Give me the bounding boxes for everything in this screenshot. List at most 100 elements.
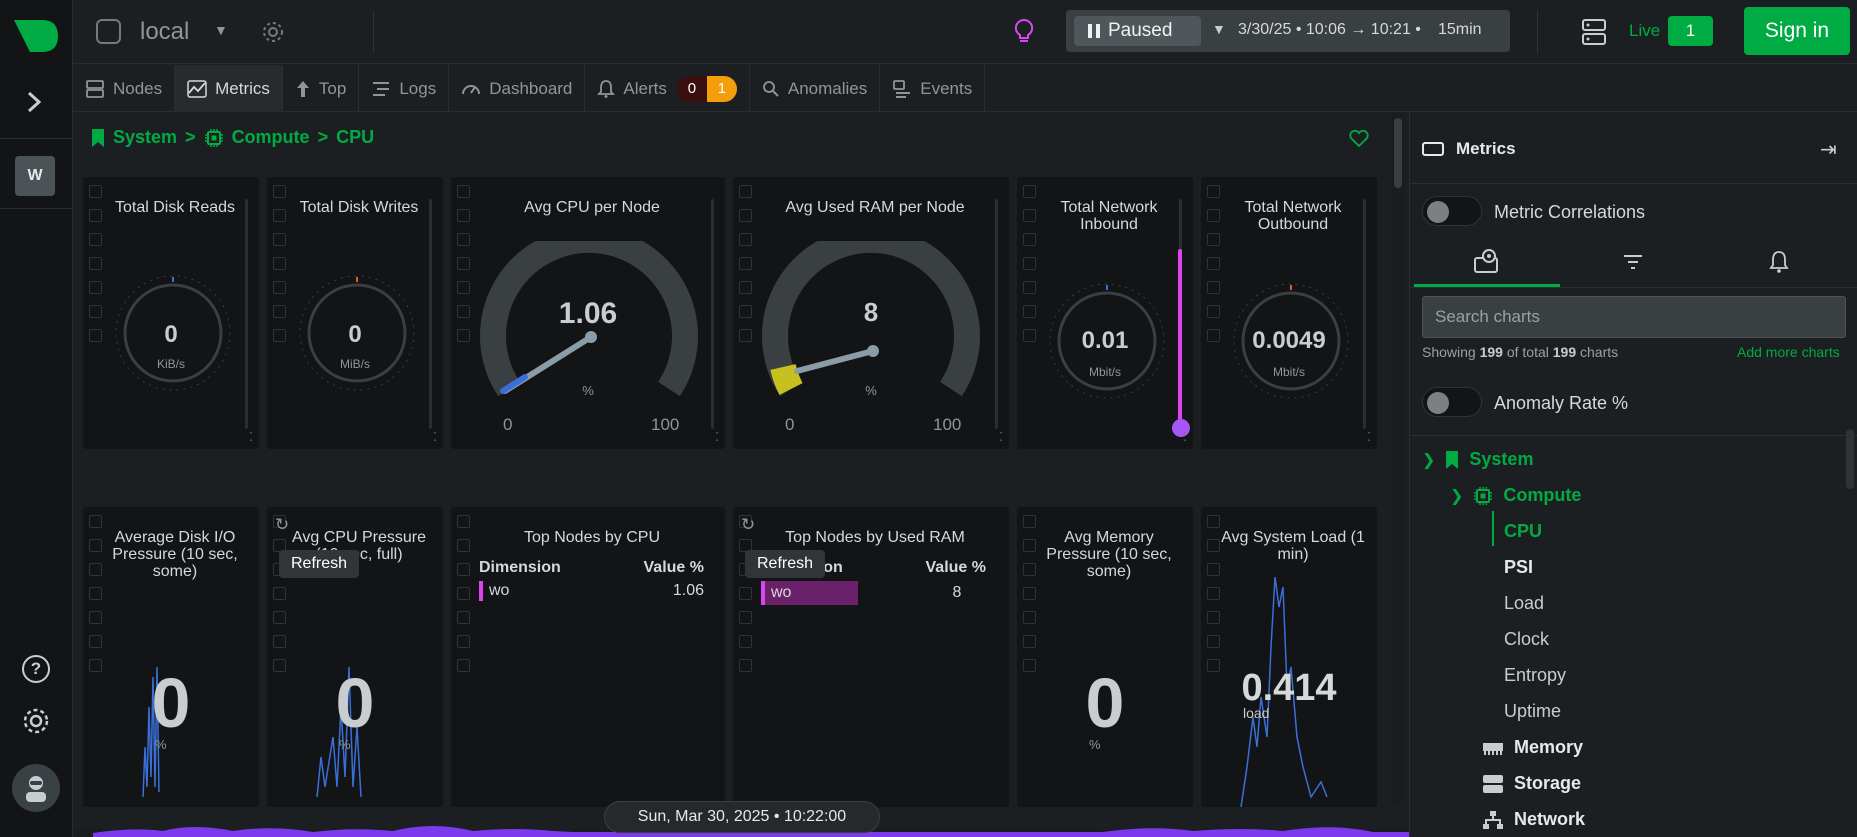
tree-item-uptime[interactable]: Uptime	[1504, 701, 1562, 721]
settings-gear-icon[interactable]	[22, 707, 50, 740]
resize-handle-icon[interactable]: ⁚	[1367, 430, 1371, 444]
chart-unit: Mbit/s	[1272, 365, 1305, 379]
tab-logs[interactable]: Logs	[359, 65, 450, 112]
sign-in-button[interactable]: Sign in	[1744, 7, 1850, 55]
tab-dashboard[interactable]: Dashboard	[449, 65, 586, 112]
chart-card[interactable]: Avg Used RAM per Node 8 % 0 100 ⁚	[733, 177, 1009, 449]
tab-metrics[interactable]: Metrics	[175, 65, 283, 112]
warning-alerts-count: 1	[706, 75, 737, 102]
chart-bar-track	[1363, 199, 1366, 429]
tree-item-load[interactable]: Load	[1504, 593, 1545, 613]
chip-icon	[1474, 486, 1493, 505]
live-count-badge[interactable]: 1	[1668, 16, 1713, 46]
resize-handle-icon[interactable]: ⁚	[999, 430, 1003, 444]
column-header-value: Value %	[643, 559, 704, 576]
heart-icon[interactable]	[1349, 129, 1369, 153]
chart-card[interactable]: Average Disk I/O Pressure (10 sec, some)…	[83, 507, 259, 807]
tree-label: Compute	[1503, 485, 1582, 505]
chevron-down-icon[interactable]: ▼	[1212, 21, 1226, 37]
tree-item-psi[interactable]: PSI	[1504, 557, 1534, 577]
add-more-charts-link[interactable]: Add more charts	[1737, 344, 1840, 360]
chart-unit: %	[865, 383, 877, 398]
time-duration[interactable]: 15min	[1438, 21, 1482, 38]
tab-alerts-panel[interactable]	[1706, 237, 1852, 287]
node-value: 1.06	[672, 582, 704, 599]
lightbulb-icon[interactable]	[1013, 18, 1035, 49]
chart-title: Top Nodes by CPU	[523, 529, 661, 546]
gauge-min: 0	[785, 415, 795, 434]
dashboard-icon	[462, 84, 481, 94]
tree-item-memory[interactable]: Memory	[1482, 737, 1583, 758]
metric-correlations-toggle[interactable]	[1422, 196, 1482, 226]
chart-card[interactable]: Total Disk Reads 0 KiB/s ⁚	[83, 177, 259, 449]
table-row[interactable]: wo 1.06	[479, 579, 704, 603]
room-settings-gear-icon[interactable]	[261, 20, 285, 49]
tree-item-entropy[interactable]: Entropy	[1504, 665, 1567, 685]
tree-item-cpu[interactable]: CPU	[1504, 521, 1543, 541]
panel-scrollbar-thumb[interactable]	[1846, 429, 1854, 489]
pause-icon	[1088, 24, 1100, 38]
breadcrumb-compute[interactable]: Compute	[231, 127, 310, 147]
server-nodes-icon[interactable]	[1581, 18, 1607, 51]
chart-title: Total Disk Writes	[299, 199, 419, 216]
space-badge[interactable]: W	[15, 156, 55, 196]
logs-icon	[373, 81, 390, 96]
chart-card[interactable]: Avg System Load (1 min) 0.414 load	[1201, 507, 1377, 807]
chevron-down-icon[interactable]: ▼	[214, 22, 228, 38]
chevron-right-icon: ❯	[1450, 487, 1464, 505]
collapse-panel-icon[interactable]: ⇥	[1820, 139, 1837, 161]
divider	[373, 10, 374, 54]
refresh-icon[interactable]: ↻	[741, 515, 756, 534]
room-name[interactable]: local	[140, 18, 190, 45]
alerts-count-badge[interactable]: 0 1	[676, 75, 737, 102]
dial-gauge	[1049, 283, 1165, 399]
resize-handle-icon[interactable]: ⁚	[1183, 430, 1187, 444]
chart-card[interactable]: Total Disk Writes 0 MiB/s ⁚	[267, 177, 443, 449]
chart-card[interactable]: Top Nodes by CPU Dimension Value % wo 1.0…	[451, 507, 725, 807]
breadcrumb-system[interactable]: System	[113, 127, 178, 147]
chart-card[interactable]: Total Network Outbound 0.0049 Mbit/s ⁚	[1201, 177, 1377, 449]
anomaly-icon[interactable]	[1172, 419, 1190, 437]
resize-handle-icon[interactable]: ⁚	[433, 430, 437, 444]
user-avatar-icon[interactable]	[12, 764, 60, 812]
tab-anomalies[interactable]: Anomalies	[750, 65, 881, 112]
main-scrollbar[interactable]	[1391, 113, 1405, 803]
main-scrollbar-thumb[interactable]	[1394, 118, 1402, 188]
expand-sidebar-icon[interactable]	[24, 90, 44, 121]
chart-toolbox	[739, 185, 753, 353]
time-range[interactable]: 3/30/25 • 10:06 → 10:21 •	[1238, 21, 1421, 38]
node-value: 8	[952, 584, 962, 601]
tab-nodes[interactable]: Nodes	[73, 65, 176, 112]
help-icon[interactable]: ?	[22, 655, 50, 683]
anomaly-rate-toggle[interactable]	[1422, 387, 1482, 417]
tree-item-compute[interactable]: ❯ Compute	[1450, 485, 1581, 506]
tab-charts[interactable]	[1414, 237, 1560, 287]
tab-label: Dashboard	[489, 78, 573, 98]
table-row[interactable]: wo 8	[761, 579, 986, 607]
timeline-sparkline[interactable]	[73, 805, 1409, 837]
tab-alerts[interactable]: Alerts 0 1	[585, 65, 750, 112]
tree-active-indicator	[1492, 511, 1494, 546]
search-charts-input[interactable]	[1422, 296, 1846, 338]
tree-item-network[interactable]: Network	[1482, 809, 1585, 830]
chart-toolbox	[1207, 185, 1221, 353]
chart-card[interactable]: Total Network Inbound 0.01 Mbit/s ⁚	[1017, 177, 1193, 449]
breadcrumb-cpu[interactable]: CPU	[336, 127, 375, 147]
tree-item-clock[interactable]: Clock	[1504, 629, 1550, 649]
refresh-icon[interactable]: ↻	[275, 515, 290, 534]
netdata-logo[interactable]	[12, 14, 60, 63]
chart-card[interactable]: Avg CPU per Node 1.06 % 0 100 ⁚	[451, 177, 725, 449]
tab-top[interactable]: Top	[283, 65, 360, 112]
resize-handle-icon[interactable]: ⁚	[249, 430, 253, 444]
metrics-main: System > Compute > CPU Total Disk Reads …	[73, 113, 1409, 837]
breadcrumb: System > Compute > CPU	[91, 127, 374, 148]
pause-button[interactable]: Paused	[1074, 16, 1201, 46]
tree-item-system[interactable]: ❯ System	[1422, 449, 1533, 470]
panel-tabs	[1414, 237, 1854, 287]
filter-icon	[1624, 255, 1642, 269]
tab-filters[interactable]	[1560, 237, 1706, 287]
tab-events[interactable]: Events	[880, 65, 986, 112]
resize-handle-icon[interactable]: ⁚	[715, 430, 719, 444]
tree-item-storage[interactable]: Storage	[1482, 773, 1581, 794]
chart-card[interactable]: Avg Memory Pressure (10 sec, some) 0 %	[1017, 507, 1193, 807]
